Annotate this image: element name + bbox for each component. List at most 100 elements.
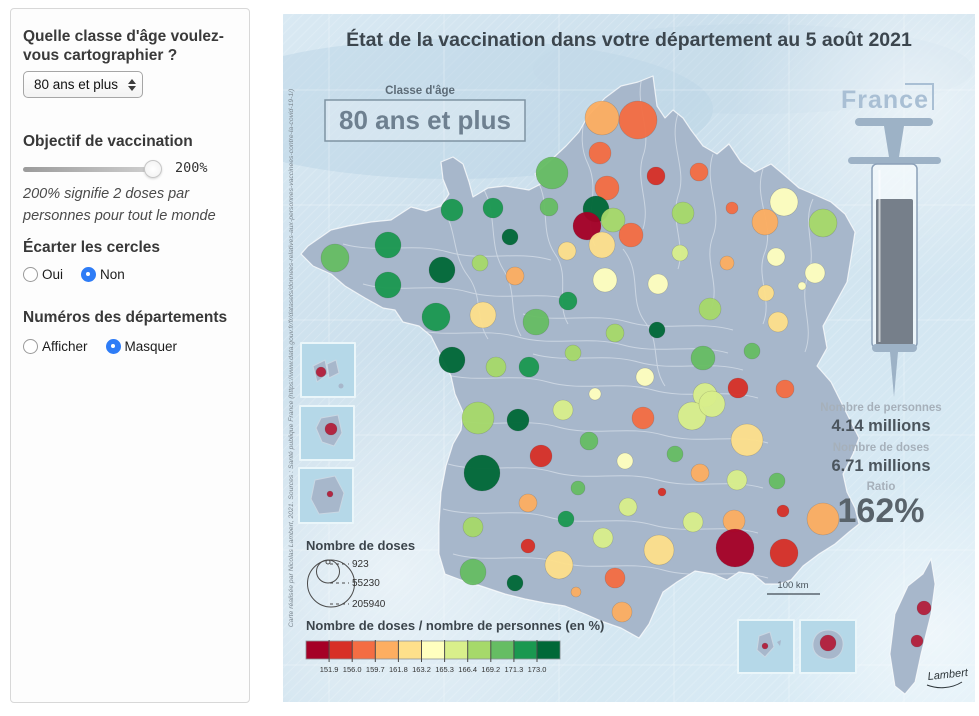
department-circle[interactable] (806, 502, 840, 536)
department-circle[interactable] (584, 100, 620, 136)
department-circle[interactable] (544, 550, 574, 580)
department-circle[interactable] (647, 273, 669, 295)
age-class-select[interactable]: 80 ans et plus (23, 71, 143, 98)
department-circle[interactable] (916, 600, 932, 616)
department-circle[interactable] (768, 472, 786, 490)
department-circle[interactable] (461, 401, 495, 435)
department-circle[interactable] (618, 222, 644, 248)
department-circle[interactable] (588, 387, 602, 401)
department-circle[interactable] (505, 266, 525, 286)
department-circle[interactable] (522, 308, 550, 336)
department-circle[interactable] (769, 187, 799, 217)
department-circle[interactable] (315, 366, 327, 378)
department-circle[interactable] (570, 586, 582, 598)
department-circle[interactable] (767, 311, 789, 333)
department-circle[interactable] (618, 497, 638, 517)
department-circle[interactable] (751, 208, 779, 236)
department-circle[interactable] (726, 469, 748, 491)
department-circle[interactable] (564, 344, 582, 362)
department-circle[interactable] (776, 504, 790, 518)
department-circle[interactable] (557, 510, 575, 528)
department-circle[interactable] (374, 271, 402, 299)
department-circle[interactable] (570, 480, 586, 496)
department-circle[interactable] (605, 323, 625, 343)
slider-thumb[interactable] (144, 160, 162, 178)
radio-masquer-label[interactable]: Masquer (124, 339, 178, 354)
department-circle[interactable] (462, 516, 484, 538)
department-circle[interactable] (428, 256, 456, 284)
department-circle[interactable] (648, 321, 666, 339)
department-circle[interactable] (579, 431, 599, 451)
department-circle[interactable] (482, 197, 504, 219)
radio-oui[interactable] (23, 267, 38, 282)
department-circle[interactable] (592, 267, 618, 293)
department-circle[interactable] (797, 281, 807, 291)
department-circle[interactable] (690, 345, 716, 371)
department-circle[interactable] (727, 377, 749, 399)
department-circle[interactable] (469, 301, 497, 329)
department-circle[interactable] (611, 601, 633, 623)
department-circle[interactable] (459, 558, 487, 586)
department-circle[interactable] (725, 201, 739, 215)
department-circle[interactable] (666, 445, 684, 463)
department-circle[interactable] (769, 538, 799, 568)
radio-non-label[interactable]: Non (100, 267, 125, 282)
department-circle[interactable] (808, 208, 838, 238)
department-circle[interactable] (757, 284, 775, 302)
department-circle[interactable] (657, 487, 667, 497)
department-circle[interactable] (324, 422, 338, 436)
department-circle[interactable] (471, 254, 489, 272)
department-circle[interactable] (588, 231, 616, 259)
radio-masquer[interactable] (105, 339, 121, 354)
department-circle[interactable] (690, 463, 710, 483)
department-circle[interactable] (682, 511, 704, 533)
department-circle[interactable] (616, 452, 634, 470)
department-circle[interactable] (910, 634, 924, 648)
department-circle[interactable] (698, 390, 726, 418)
department-circle[interactable] (635, 367, 655, 387)
department-circle[interactable] (689, 162, 709, 182)
department-circle[interactable] (529, 444, 553, 468)
department-circle[interactable] (440, 198, 464, 222)
objective-slider[interactable]: 200% (23, 159, 208, 179)
department-circle[interactable] (326, 490, 334, 498)
department-circle[interactable] (804, 262, 826, 284)
department-circle[interactable] (320, 243, 350, 273)
department-circle[interactable] (374, 231, 402, 259)
department-circle[interactable] (592, 527, 614, 549)
department-circle[interactable] (535, 156, 569, 190)
department-circle[interactable] (520, 538, 536, 554)
department-circle[interactable] (715, 528, 755, 568)
department-circle[interactable] (600, 207, 626, 233)
department-circle[interactable] (506, 408, 530, 432)
department-circle[interactable] (463, 454, 501, 492)
department-circle[interactable] (438, 346, 466, 374)
radio-oui-label[interactable]: Oui (42, 267, 64, 282)
department-circle[interactable] (618, 100, 658, 140)
department-circle[interactable] (588, 141, 612, 165)
department-circle[interactable] (518, 356, 540, 378)
department-circle[interactable] (501, 228, 519, 246)
department-circle[interactable] (506, 574, 524, 592)
department-circle[interactable] (719, 255, 735, 271)
department-circle[interactable] (631, 406, 655, 430)
department-circle[interactable] (775, 379, 795, 399)
department-circle[interactable] (558, 291, 578, 311)
department-circle[interactable] (594, 175, 620, 201)
radio-afficher-label[interactable]: Afficher (42, 339, 88, 354)
slider-track[interactable] (23, 167, 153, 172)
department-circle[interactable] (604, 567, 626, 589)
department-circle[interactable] (761, 642, 769, 650)
department-circle[interactable] (552, 399, 574, 421)
department-circle[interactable] (518, 493, 538, 513)
department-circle[interactable] (421, 302, 451, 332)
radio-afficher[interactable] (23, 339, 38, 354)
department-circle[interactable] (485, 356, 507, 378)
department-circle[interactable] (671, 244, 689, 262)
department-circle[interactable] (766, 247, 786, 267)
department-circle[interactable] (730, 423, 764, 457)
department-circle[interactable] (671, 201, 695, 225)
department-circle[interactable] (743, 342, 761, 360)
radio-non[interactable] (81, 267, 97, 282)
department-circle[interactable] (819, 634, 837, 652)
